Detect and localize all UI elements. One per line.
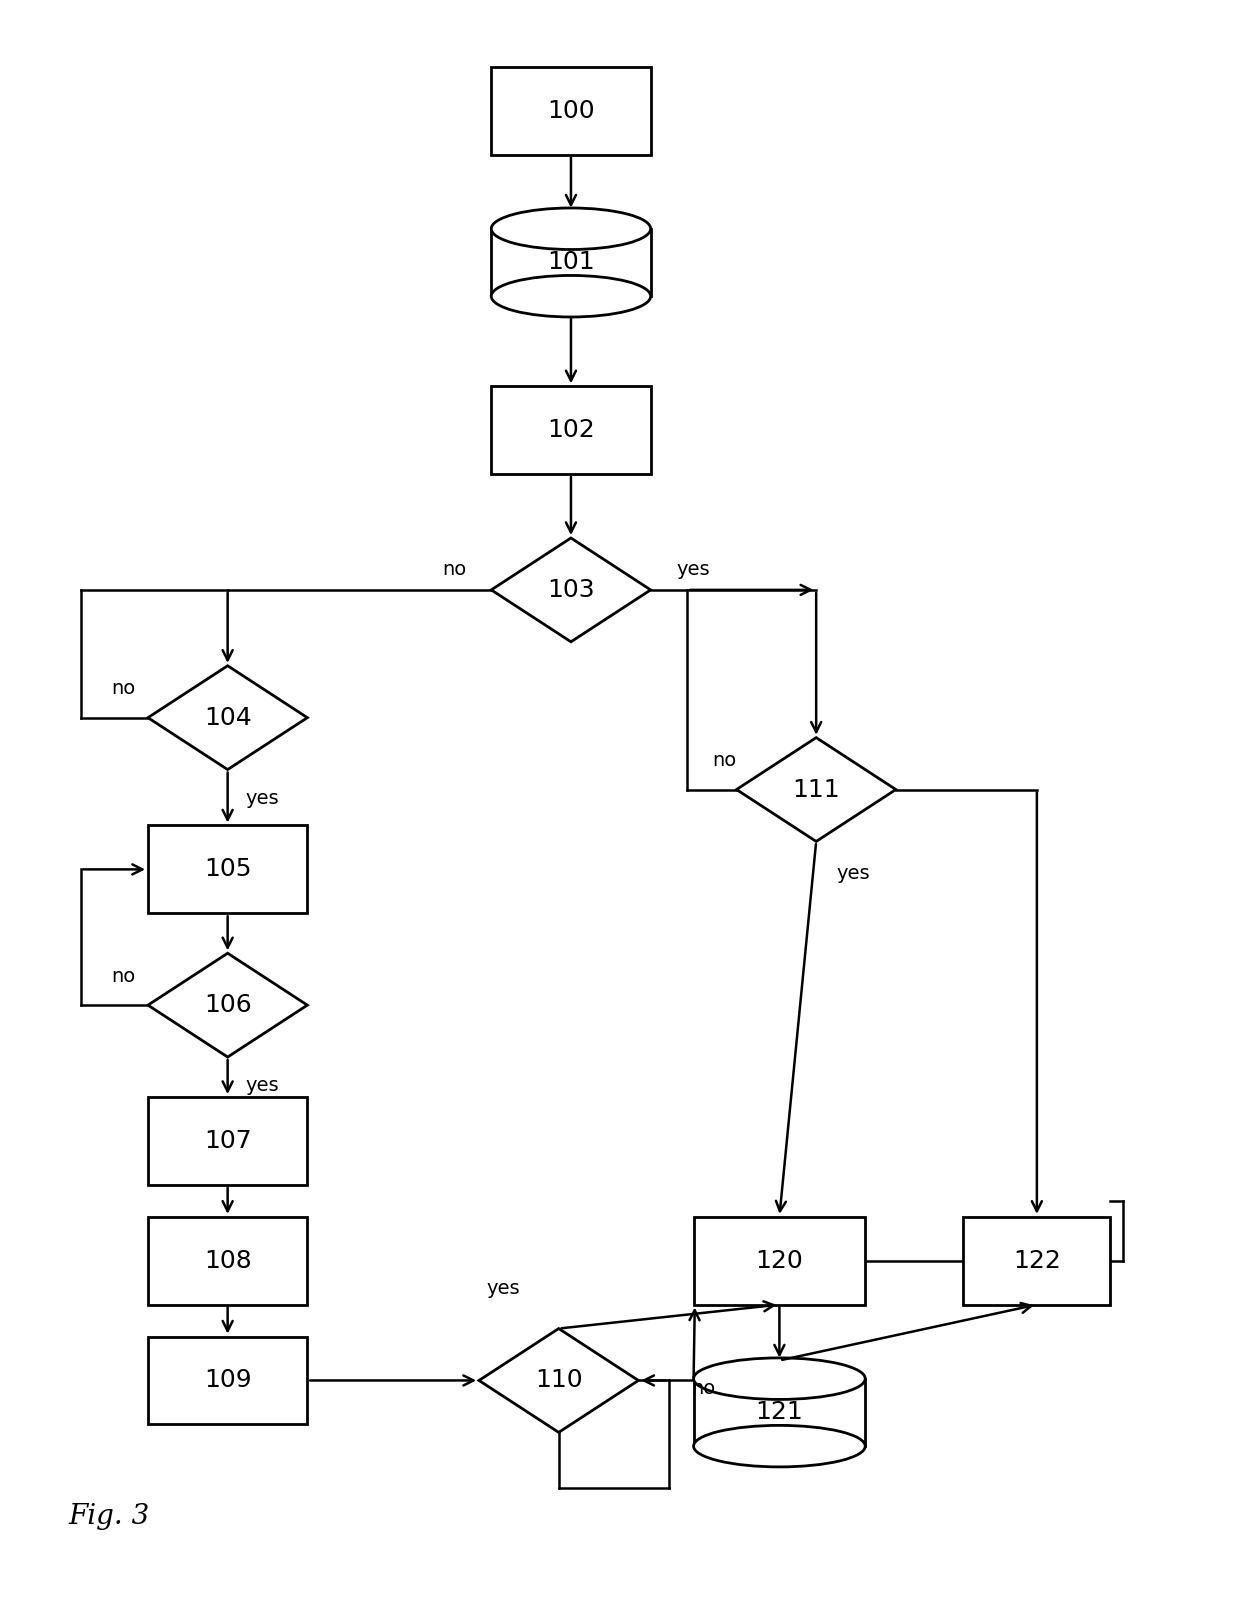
Text: 109: 109 [203,1368,252,1392]
Text: yes: yes [246,1076,279,1095]
Polygon shape [693,1379,866,1447]
FancyBboxPatch shape [148,825,308,913]
Text: 121: 121 [755,1400,804,1424]
Text: no: no [691,1379,715,1398]
Ellipse shape [491,208,651,250]
Ellipse shape [693,1426,866,1468]
Polygon shape [737,738,895,841]
Text: 110: 110 [534,1368,583,1392]
Text: yes: yes [677,559,711,578]
FancyBboxPatch shape [148,1216,308,1305]
Text: no: no [112,680,135,699]
FancyBboxPatch shape [491,66,651,155]
FancyBboxPatch shape [148,1097,308,1184]
Text: 101: 101 [547,250,595,274]
Text: 122: 122 [1013,1249,1060,1273]
Text: 104: 104 [203,706,252,730]
Text: no: no [443,559,466,578]
FancyBboxPatch shape [963,1216,1111,1305]
FancyBboxPatch shape [693,1216,866,1305]
Text: Fig. 3: Fig. 3 [68,1503,150,1530]
FancyBboxPatch shape [148,1337,308,1424]
FancyBboxPatch shape [491,387,651,474]
Polygon shape [148,954,308,1057]
Text: 108: 108 [203,1249,252,1273]
Ellipse shape [491,275,651,317]
Text: yes: yes [487,1279,521,1298]
Text: no: no [112,967,135,986]
Text: 120: 120 [755,1249,804,1273]
Text: 107: 107 [203,1129,252,1153]
Text: 111: 111 [792,778,839,802]
Text: 100: 100 [547,98,595,122]
Polygon shape [491,538,651,641]
Text: 105: 105 [203,857,252,881]
Text: no: no [712,751,737,770]
Polygon shape [491,229,651,296]
Polygon shape [479,1329,639,1432]
Text: 103: 103 [547,578,595,603]
Text: 102: 102 [547,419,595,441]
Polygon shape [148,665,308,770]
Ellipse shape [693,1358,866,1400]
Text: yes: yes [836,863,869,883]
Text: 106: 106 [203,992,252,1017]
Text: yes: yes [246,789,279,807]
